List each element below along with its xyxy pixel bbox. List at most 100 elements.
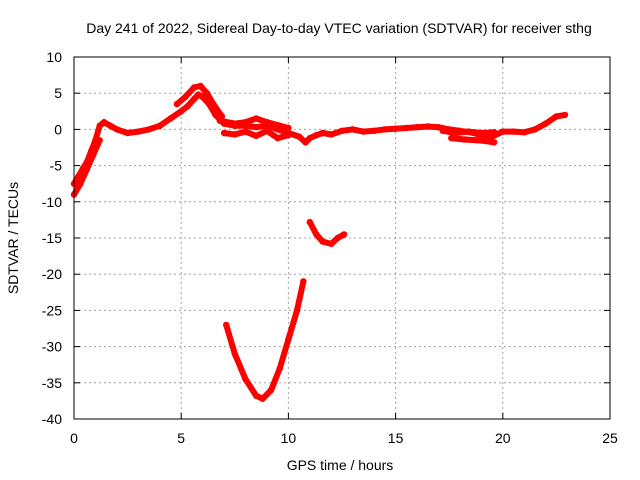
- data-point-main-trace-34: [328, 131, 335, 138]
- y-tick-label-2: -30: [42, 339, 62, 355]
- y-tick-label-4: -20: [42, 266, 62, 282]
- data-point-main-trace-17: [190, 95, 198, 103]
- data-point-lower-branch-2: [83, 166, 91, 173]
- data-point-main-trace-13: [156, 122, 163, 129]
- data-point-main-trace-51: [510, 128, 517, 135]
- data-point-main-trace-35: [338, 127, 346, 134]
- data-point-main-trace-30: [302, 139, 309, 146]
- data-point-lower-band-7-to-10h-2: [242, 128, 249, 135]
- y-axis-label: SDTVAR / TECUs: [5, 182, 21, 294]
- data-point-main-trace-31: [306, 134, 313, 142]
- data-point-lower-band-17-to-19h-2: [473, 137, 481, 144]
- data-point-u-shaped-arc-0: [223, 321, 230, 329]
- series-line-u-shaped-arc: [223, 278, 307, 402]
- data-point-lower-branch-1: [77, 180, 84, 187]
- data-point-main-trace-41: [403, 124, 410, 132]
- data-point-main-trace-8: [107, 122, 114, 129]
- data-point-upper-band-7-to-10h-6: [285, 124, 292, 132]
- data-point-u-shaped-arc-3: [253, 392, 260, 399]
- data-point-peak-upper-branch-1: [182, 93, 189, 101]
- data-point-main-trace-55: [553, 113, 560, 120]
- data-point-lower-band-7-to-10h-6: [285, 132, 292, 139]
- y-tick-label-6: -10: [42, 194, 62, 210]
- data-point-main-trace-39: [381, 126, 389, 133]
- y-tick-label-7: -5: [50, 158, 63, 174]
- data-point-upper-band-7-to-10h-3: [253, 115, 260, 122]
- data-point-lower-band-17-to-19h-4: [491, 139, 498, 146]
- data-point-lower-band-7-to-10h-3: [253, 132, 260, 140]
- data-point-u-shaped-arc-8: [293, 307, 301, 314]
- y-tick-label-1: -35: [42, 375, 62, 391]
- data-point-lower-band-7-to-10h-0: [220, 129, 228, 137]
- data-point-main-trace-36: [349, 126, 356, 133]
- data-point-upper-band-7-to-10h-2: [242, 119, 249, 126]
- data-point-lower-band-17-to-19h-1: [461, 136, 468, 143]
- x-tick-label-0: 0: [70, 430, 78, 446]
- data-point-upper-band-17-to-19h-2: [465, 128, 472, 135]
- data-point-main-trace-54: [542, 120, 549, 127]
- data-point-main-trace-50: [499, 128, 506, 135]
- data-point-main-trace-9: [113, 126, 121, 133]
- data-point-lower-band-17-to-19h-3: [482, 137, 489, 145]
- x-tick-label-2: 10: [281, 430, 297, 446]
- data-point-main-trace-19: [199, 93, 206, 101]
- y-tick-label-5: -15: [42, 230, 62, 246]
- data-point-peak-upper-branch-5: [210, 100, 217, 108]
- data-point-upper-band-17-to-19h-0: [439, 127, 446, 134]
- data-point-peak-upper-branch-3: [197, 82, 204, 90]
- data-point-u-shaped-arc-2: [242, 376, 249, 383]
- data-point-short-arc-2: [319, 238, 326, 245]
- data-point-main-trace-29: [295, 133, 303, 140]
- x-axis-label: GPS time / hours: [287, 457, 394, 473]
- data-point-short-arc-0: [306, 218, 313, 226]
- x-tick-label-3: 15: [388, 430, 404, 446]
- data-point-main-trace-25: [253, 124, 260, 131]
- data-point-main-trace-33: [319, 129, 326, 137]
- data-point-upper-band-17-to-19h-4: [491, 129, 498, 136]
- data-point-main-trace-43: [424, 123, 431, 130]
- y-tick-label-0: -40: [42, 411, 62, 427]
- data-point-main-trace-6: [96, 122, 103, 129]
- y-tick-label-3: -25: [42, 302, 62, 318]
- data-point-main-trace-32: [313, 132, 320, 139]
- data-point-lower-band-17-to-19h-0: [448, 134, 455, 142]
- data-point-main-trace-10: [124, 129, 131, 137]
- data-point-peak-upper-branch-4: [203, 90, 211, 97]
- data-point-upper-band-17-to-19h-1: [452, 129, 459, 137]
- x-tick-label-4: 20: [495, 430, 511, 446]
- data-point-main-trace-16: [184, 103, 191, 110]
- data-point-main-trace-53: [531, 126, 539, 133]
- data-point-short-arc-3: [328, 240, 335, 247]
- axis-ticks: 0 5 10 15 20 25 -40 -35 -30 -25 -20 -15 -10 -5 0 5 10: [42, 49, 618, 446]
- data-point-main-trace-38: [371, 127, 378, 134]
- data-point-short-arc-1: [313, 231, 320, 238]
- data-point-short-arc-5: [340, 231, 348, 238]
- data-point-main-trace-56: [561, 111, 569, 119]
- data-point-main-trace-42: [413, 124, 421, 131]
- data-point-main-trace-12: [145, 126, 153, 133]
- data-point-upper-band-7-to-10h-4: [263, 119, 271, 126]
- data-point-main-trace-14: [167, 115, 174, 122]
- data-point-u-shaped-arc-4: [259, 395, 266, 402]
- data-point-main-trace-15: [178, 108, 185, 115]
- data-point-upper-band-7-to-10h-0: [216, 117, 223, 124]
- data-point-lower-branch-4: [96, 137, 103, 144]
- x-tick-label-1: 5: [177, 430, 185, 446]
- data-point-main-trace-52: [521, 129, 528, 136]
- x-tick-label-5: 25: [602, 430, 618, 446]
- y-tick-label-9: 5: [54, 85, 62, 101]
- data-point-u-shaped-arc-7: [285, 336, 292, 343]
- data-point-main-trace-37: [360, 128, 367, 135]
- data-point-u-shaped-arc-5: [268, 386, 275, 394]
- data-point-lower-band-7-to-10h-4: [263, 127, 271, 134]
- data-point-upper-band-17-to-19h-3: [478, 129, 485, 137]
- data-point-lower-branch-3: [90, 151, 97, 158]
- data-point-main-trace-11: [135, 128, 142, 135]
- data-series: [70, 82, 569, 402]
- data-point-main-trace-44: [435, 124, 442, 131]
- data-point-upper-band-7-to-10h-1: [231, 120, 238, 127]
- data-point-lower-band-7-to-10h-5: [274, 134, 281, 142]
- data-point-u-shaped-arc-9: [300, 278, 307, 285]
- data-point-main-trace-7: [100, 119, 108, 126]
